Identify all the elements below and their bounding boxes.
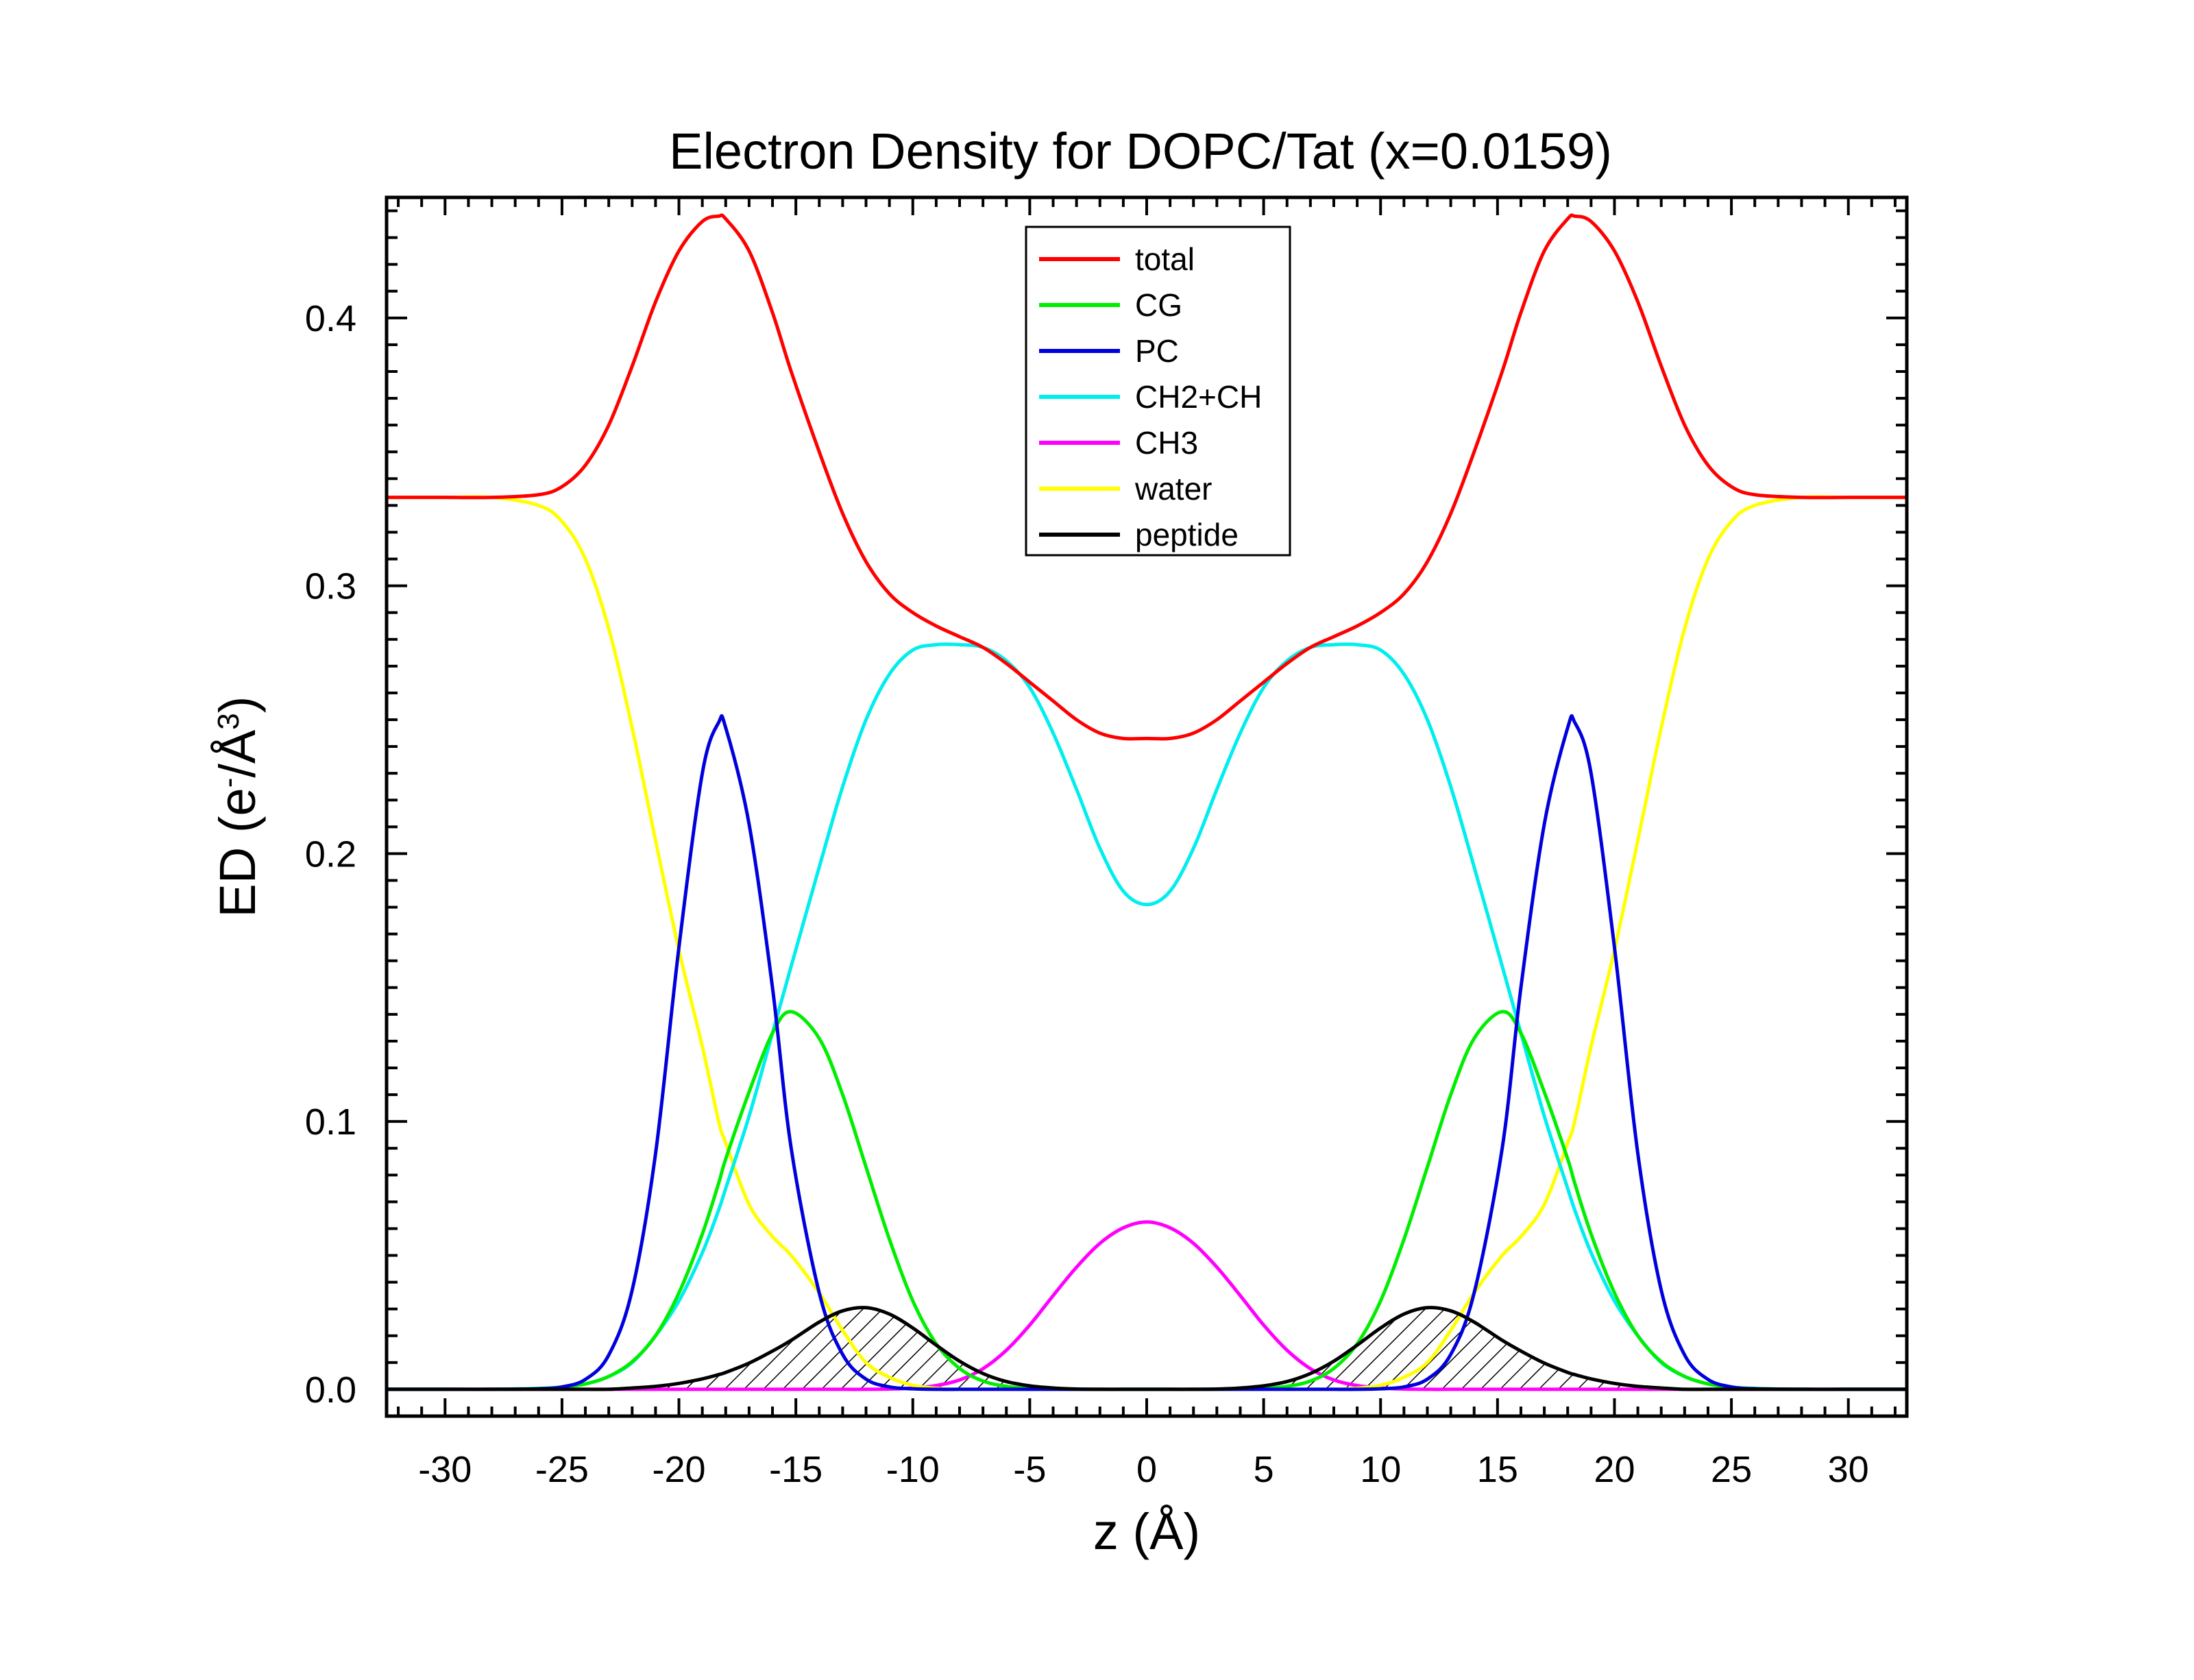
peptide-hatch-fill (387, 1307, 1907, 1390)
series-line-ch3 (387, 1220, 1907, 1391)
x-tick-label: 0 (1136, 1449, 1157, 1490)
fill-layer (387, 1307, 1907, 1390)
x-tick-label: -25 (535, 1449, 589, 1490)
y-tick-label: 0.3 (305, 566, 356, 607)
x-tick-labels: -30 -25 -20 -15 -10 -5 0 5 10 15 20 25 30 (418, 1449, 1868, 1490)
series-line-water (387, 495, 1907, 1391)
y-tick-label: 0.0 (305, 1369, 356, 1411)
y-axis-title-sup2: 3 (212, 713, 245, 729)
x-tick-label: 15 (1477, 1449, 1518, 1490)
legend: total CG PC CH2+CH CH3 water peptide (1025, 226, 1291, 557)
y-tick-label: 0.2 (305, 833, 356, 875)
legend-label-water: water (1134, 471, 1212, 507)
legend-label-cg: CG (1135, 287, 1182, 323)
axis-ticks (387, 197, 1907, 1417)
x-tick-label: 5 (1254, 1449, 1274, 1490)
y-tick-label: 0.1 (305, 1101, 356, 1143)
y-axis-title-mid: /Å (209, 729, 266, 778)
x-tick-label: 25 (1711, 1449, 1752, 1490)
series-layer (387, 213, 1907, 1391)
legend-items: total CG PC CH2+CH CH3 water peptide (1039, 241, 1262, 552)
y-axis-title: ED (e-/Å3) (209, 696, 266, 918)
x-tick-label: -20 (653, 1449, 706, 1490)
y-tick-label: 0.4 (305, 298, 356, 339)
y-tick-labels: 0.0 0.1 0.2 0.3 0.4 (305, 298, 356, 1411)
plot-area (387, 213, 1907, 1391)
series-line-cg (387, 1010, 1907, 1391)
chart-title: Electron Density for DOPC/Tat (x=0.0159) (669, 123, 1612, 180)
series-line-total (387, 213, 1907, 741)
legend-label-ch2-ch: CH2+CH (1135, 379, 1262, 415)
x-tick-label: -5 (1013, 1449, 1046, 1490)
y-axis-title-end: ) (209, 696, 266, 714)
series-line-ch2-ch (387, 642, 1907, 1391)
x-tick-label: -30 (418, 1449, 472, 1490)
x-axis-title: z (Å) (1093, 1503, 1200, 1560)
legend-label-pc: PC (1135, 333, 1179, 369)
legend-box (1025, 226, 1291, 557)
x-tick-label: -10 (886, 1449, 940, 1490)
x-tick-label: 10 (1360, 1449, 1401, 1490)
series-line-pc (387, 714, 1907, 1391)
y-axis-title-sup1: - (212, 778, 245, 788)
y-axis-title-main: ED (e (209, 788, 266, 917)
series-line-peptide (387, 1306, 1907, 1391)
legend-label-peptide: peptide (1135, 517, 1239, 552)
legend-label-total: total (1135, 241, 1195, 277)
x-tick-label: 20 (1594, 1449, 1635, 1490)
x-tick-label: -15 (769, 1449, 822, 1490)
x-tick-label: 30 (1828, 1449, 1869, 1490)
legend-label-ch3: CH3 (1135, 425, 1198, 461)
